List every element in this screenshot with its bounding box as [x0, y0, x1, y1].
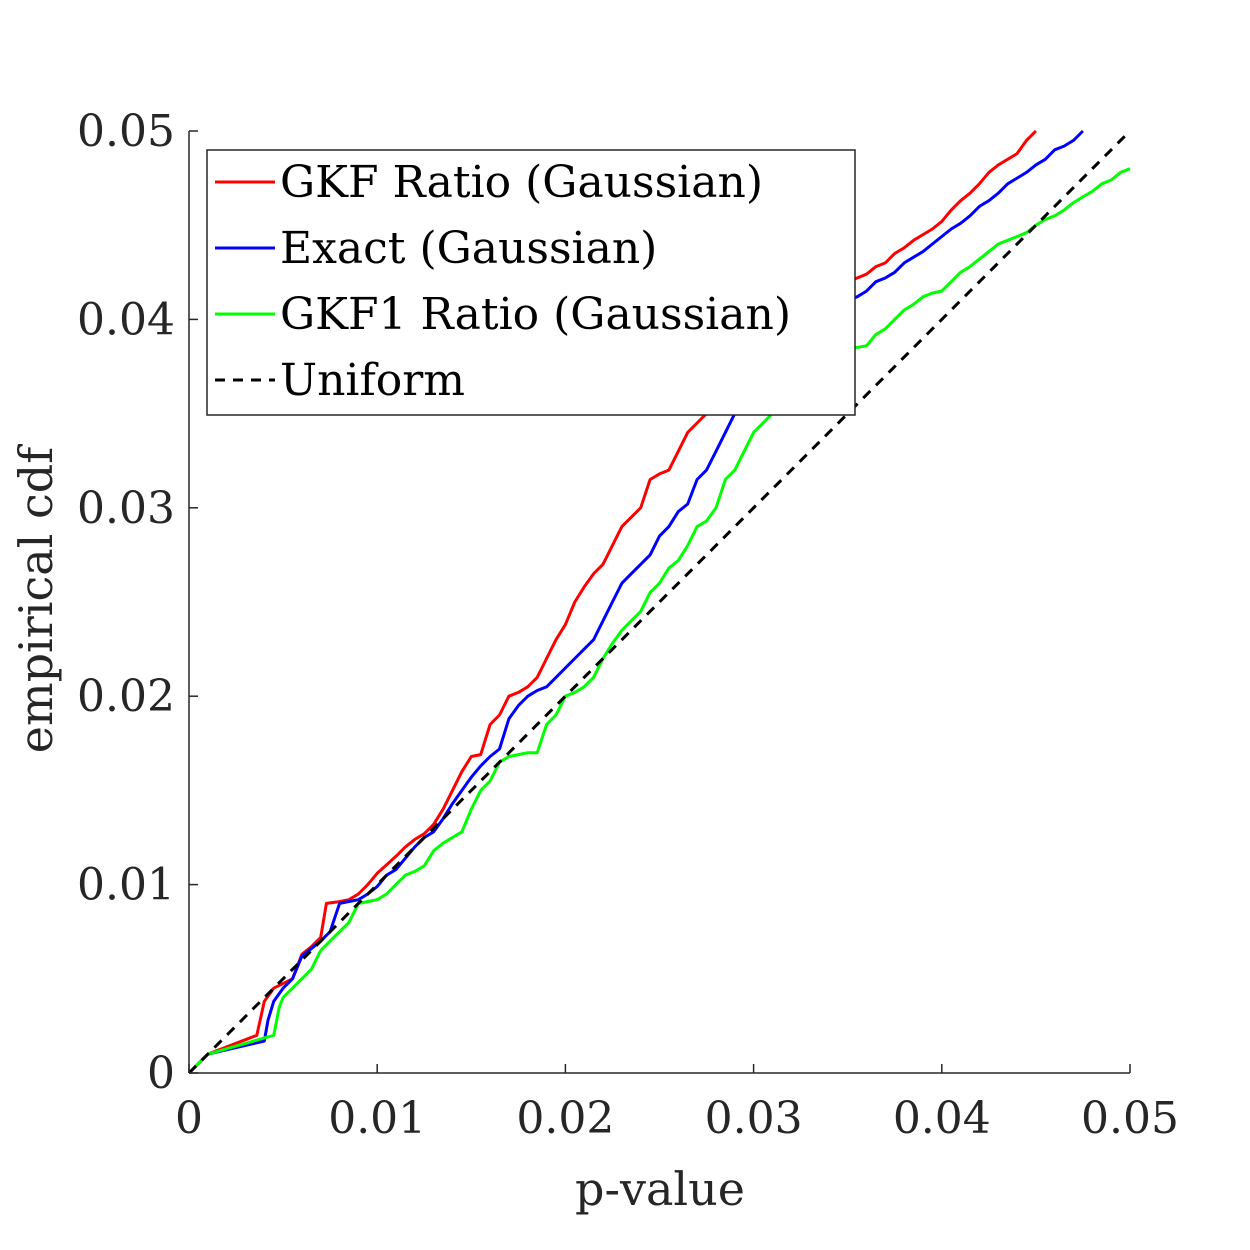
axes-layer: 0 0.01 0.02 0.03 0.04 0.05 0 0.01 0.02 0.03 0.04 0.… [77, 106, 1179, 1144]
x-tick-label: 0.03 [705, 1093, 803, 1144]
x-tick-label: 0.02 [516, 1093, 614, 1144]
legend: GKF Ratio (Gaussian) Exact (Gaussian) GKF1… [206, 149, 856, 416]
legend-label: Exact (Gaussian) [280, 223, 657, 274]
y-tick-label: 0.03 [77, 483, 175, 534]
x-tick-label: 0.04 [893, 1093, 991, 1144]
y-axis-label: empirical cdf [9, 444, 63, 753]
series-line-uniform [187, 129, 1132, 1075]
x-tick-label: 0 [175, 1093, 203, 1144]
series-line-gkf-ratio-gaussian [187, 129, 1037, 1075]
series-line-gkf1-ratio-gaussian [187, 167, 1131, 1075]
legend-box [206, 149, 856, 416]
y-tick-label: 0.01 [77, 860, 175, 911]
y-tick-label: 0.04 [77, 294, 175, 345]
legend-label: Uniform [280, 355, 465, 406]
x-tick-label: 0.05 [1081, 1093, 1179, 1144]
y-tick-label: 0.02 [77, 671, 175, 722]
legend-label: GKF Ratio (Gaussian) [280, 157, 763, 208]
x-tick-label: 0.01 [328, 1093, 426, 1144]
y-tick-label: 0 [147, 1048, 175, 1099]
legend-label: GKF1 Ratio (Gaussian) [280, 289, 791, 340]
y-tick-label: 0.05 [77, 106, 175, 157]
x-axis-label: p-value [575, 1162, 745, 1216]
series-layer [187, 129, 1132, 1075]
series-line-exact-gaussian [187, 129, 1084, 1075]
